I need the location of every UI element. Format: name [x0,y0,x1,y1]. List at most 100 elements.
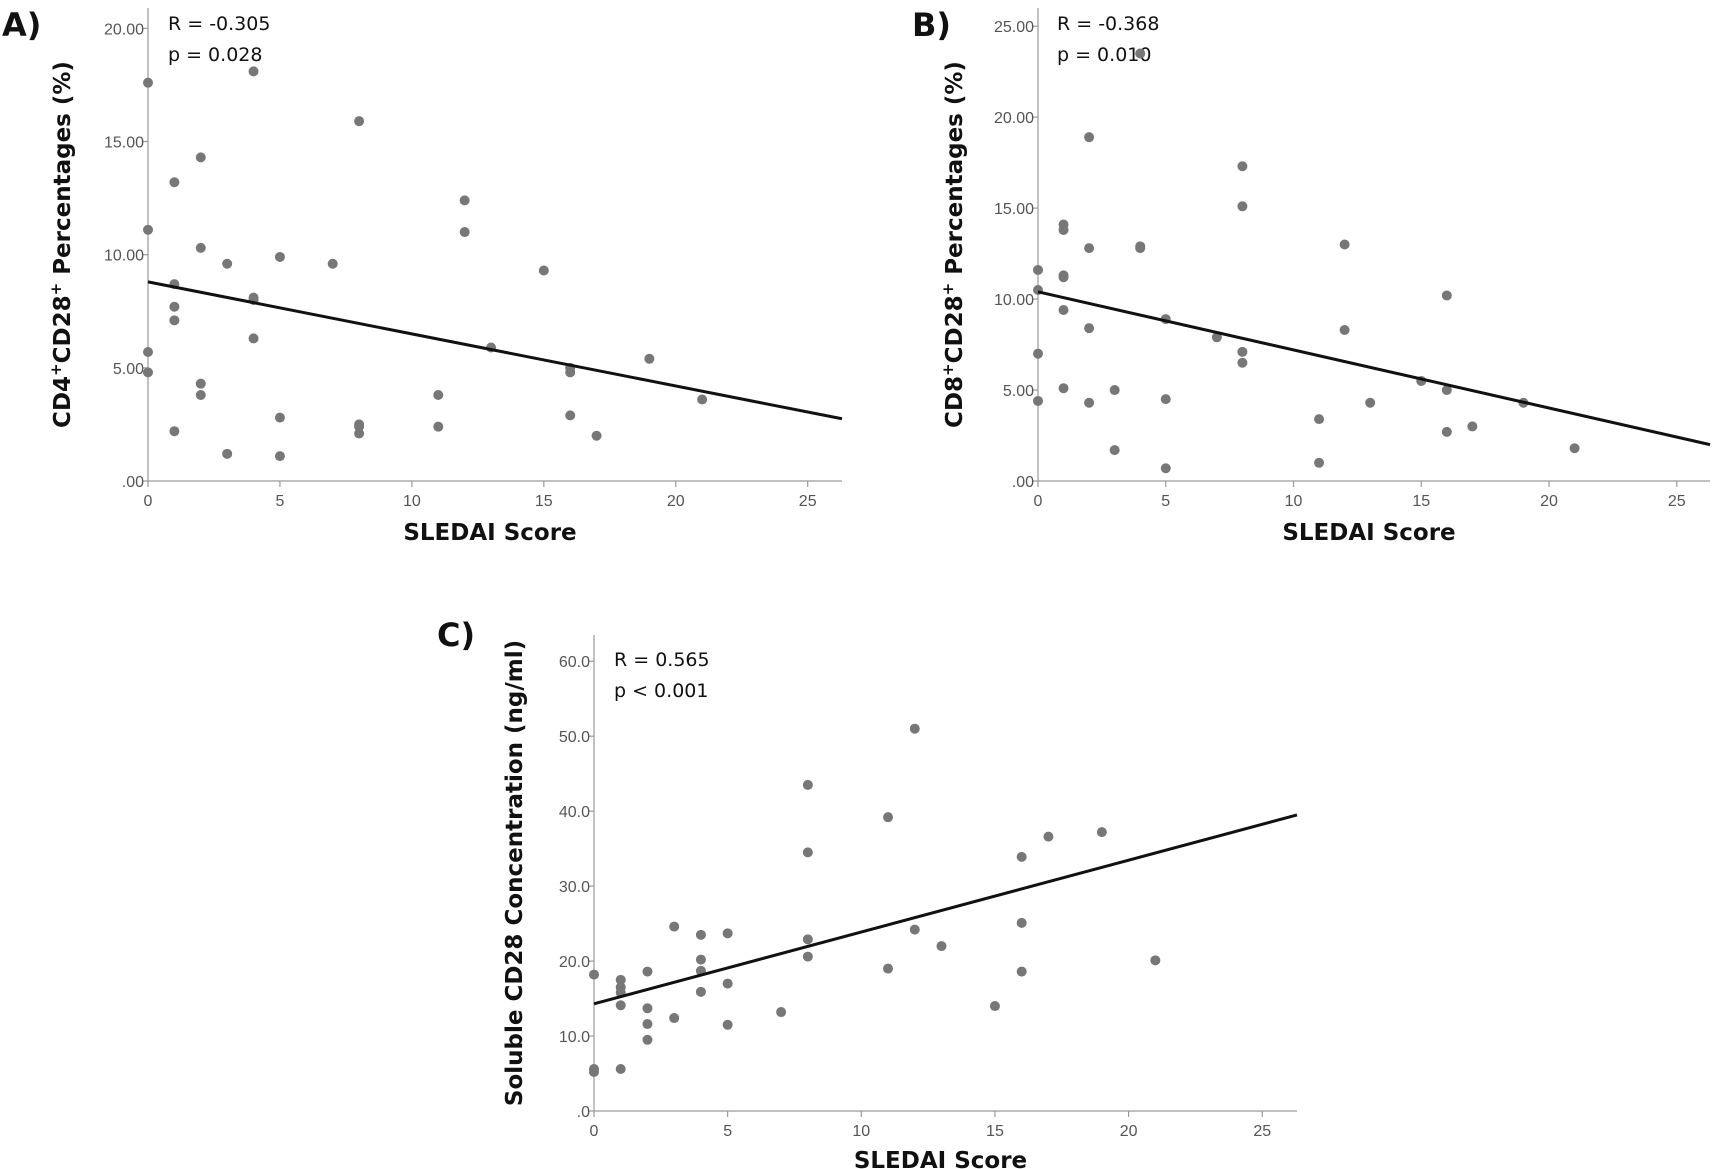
scatter-point [802,951,813,962]
scatter-point [1084,243,1095,254]
scatter-point [274,251,285,262]
scatter-point [327,258,338,269]
scatter-point [143,224,153,235]
scatter-point [354,116,365,127]
x-tick-label: 0 [590,1123,599,1140]
x-tick-label: 25 [1668,493,1686,510]
scatter-point [459,227,470,238]
scatter-point [615,1064,626,1075]
scatter-point [195,378,206,389]
x-tick-label: 5 [723,1123,732,1140]
y-axis-title: Soluble CD28 Concentration (ng/ml) [502,640,528,1106]
scatter-point [669,921,680,932]
scatter-point [1109,385,1120,396]
y-axis-title-part: CD8 [942,376,968,428]
scatter-point [1135,243,1146,254]
y-axis-title-superscript: + [47,363,65,376]
scatter-point [615,974,626,985]
scatter-point [1084,132,1095,143]
regression-line [1037,290,1711,447]
scatter-point [538,265,549,276]
scatter-point [459,195,470,206]
correlation-r-label: R = -0.305 [168,13,270,35]
y-tick-label: 20.00 [104,21,144,38]
scatter-point [883,963,894,974]
scatter-point [169,426,180,437]
scatter-point [1084,397,1095,408]
x-axis-title: SLEDAI Score [403,520,576,546]
y-axis-title-part: CD28 [50,295,76,363]
scatter-point [1237,201,1248,212]
scatter-point [1160,394,1171,405]
scatter-point [143,367,153,378]
correlation-r-label: R = 0.565 [614,649,710,671]
y-axis-title: CD8+CD28+ Percentages (%) [939,61,968,428]
scatter-point [1237,357,1248,368]
scatter-point [222,258,233,269]
y-tick-label: .00 [122,474,144,491]
y-tick-label: .00 [1012,474,1034,491]
x-axis-title: SLEDAI Score [1282,520,1455,546]
scatter-point [1441,426,1452,437]
scatter-point [722,1019,733,1030]
x-tick-label: 15 [535,493,553,510]
scatter-point [248,66,259,77]
scatter-point [274,451,285,462]
scatter-point [222,448,233,459]
x-tick-label: 10 [403,493,421,510]
scatter-point [642,966,653,977]
scatter-point [1160,463,1171,474]
p-value-label: p = 0.028 [168,44,262,66]
scatter-point [722,978,733,989]
y-tick-label: 5.00 [113,361,144,378]
scatter-point [776,1007,787,1018]
x-tick-label: 5 [275,493,284,510]
scatter-point [1016,917,1027,928]
scatter-point [433,421,444,432]
scatter-panel-3: C) 0 5 10 15 20 25 .0 10.0 20.0 30.0 40.0 50.0 60.0 SL… [437,616,1298,1169]
scatter-point [669,1013,680,1024]
panel-letter: C) [437,616,475,654]
panel-letter: A) [2,6,41,44]
x-tick-label: 20 [1120,1123,1138,1140]
scatter-point [433,390,444,400]
scatter-point [1058,304,1069,315]
scatter-point [1365,397,1376,408]
y-axis-title-part: CD28 [942,295,968,363]
scatter-point [644,353,655,364]
y-axis-title: CD4+CD28+ Percentages (%) [47,61,76,428]
scatter-point [143,77,153,88]
scatter-point [169,301,180,312]
scatter-point [169,315,180,326]
scatter-point [1058,383,1069,394]
scatter-point [722,928,733,939]
scatter-point [1467,421,1478,432]
y-tick-label: .0 [577,1104,590,1121]
x-tick-label: 15 [1412,493,1430,510]
scatter-point [1150,955,1161,966]
scatter-point [591,430,602,441]
scatter-point [1569,443,1580,454]
scatter-point [1016,966,1027,977]
scatter-point [1084,323,1095,334]
scatter-point [642,1019,653,1030]
scatter-point [589,1067,599,1078]
scatter-point [248,333,259,344]
p-value-label: p < 0.001 [614,680,708,702]
scatter-point [883,812,894,823]
y-tick-label: 5.00 [1003,383,1034,400]
scatter-point [1016,851,1027,862]
y-axis-title-superscript: + [939,283,957,296]
scatter-point [1033,395,1043,406]
scatter-point [909,924,920,935]
scatter-panel-1: A) 0 5 10 15 20 25 .00 5.00 10.00 15.00 20.00 SLEDAI… [2,6,843,546]
x-tick-label: 0 [144,493,153,510]
scatter-point [195,242,206,253]
scatter-point [1096,827,1107,838]
scatter-point [195,390,206,400]
x-tick-label: 20 [667,493,685,510]
p-value-label: p = 0.010 [1057,44,1151,66]
scatter-point [1135,48,1146,59]
scatter-point [1058,224,1069,235]
scatter-point [802,779,813,790]
